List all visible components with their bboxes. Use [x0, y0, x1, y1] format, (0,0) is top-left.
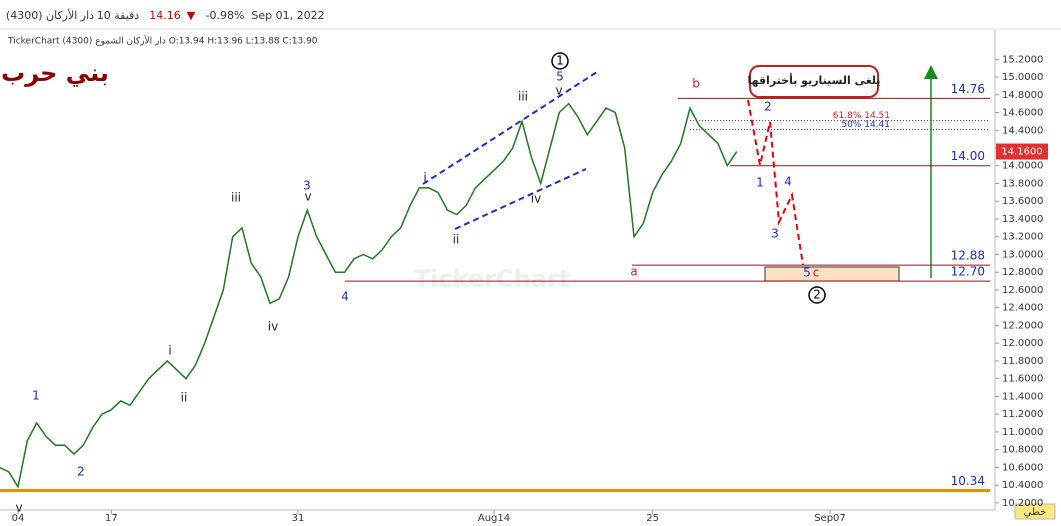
y-tick-label: 11.2000 — [1002, 409, 1043, 420]
wave-label: 1 — [556, 54, 564, 68]
y-tick-label: 10.8000 — [1002, 445, 1043, 456]
note: يلغى السيناريو بأختراقها — [747, 73, 880, 87]
x-tick-label: 31 — [292, 513, 305, 524]
note-box — [749, 65, 879, 98]
chart-style-button[interactable] — [1014, 503, 1056, 520]
chart-style-label[interactable]: خطي — [1024, 507, 1047, 518]
y-tick-label: 12.6000 — [1002, 285, 1043, 296]
wave-label: iv — [268, 320, 278, 334]
wave-label: 2 — [764, 100, 772, 114]
channel-line — [422, 71, 598, 185]
y-tick-label: 10.4000 — [1002, 480, 1043, 491]
x-tick-label: Sep07 — [814, 513, 846, 524]
arrow-head — [924, 65, 938, 79]
wave-label: iii — [231, 191, 241, 205]
y-tick-label: 14.6000 — [1002, 108, 1043, 119]
symbol: (4300) دار الأركان — [6, 8, 94, 22]
wave-label: 4 — [784, 175, 792, 189]
wave-label: iii — [518, 90, 528, 104]
date: Sep 01, 2022 — [251, 9, 324, 22]
wave-label: i — [423, 171, 426, 185]
y-tick-label: 12.4000 — [1002, 303, 1043, 314]
wave-label: 5 — [803, 266, 811, 280]
y-tick-label: 13.4000 — [1002, 214, 1043, 225]
interval: 10 دقيقة — [97, 9, 140, 22]
wave-label: c — [813, 266, 820, 280]
wave-label: 1 — [756, 176, 764, 190]
y-tick-label: 13.0000 — [1002, 249, 1043, 260]
y-tick-label: 13.2000 — [1002, 232, 1043, 243]
y-tick-label: 10.6000 — [1002, 462, 1043, 473]
price-line — [0, 102, 738, 489]
x-tick-label: 04 — [12, 513, 25, 524]
wave-label: 1 — [32, 389, 40, 403]
y-tick-label: 15.2000 — [1002, 54, 1043, 65]
change: -0.98% — [206, 9, 245, 22]
y-tick-label: 11.8000 — [1002, 356, 1043, 367]
wave-label: a — [630, 265, 637, 279]
y-tick-label: 15.0000 — [1002, 72, 1043, 83]
wave-circle — [808, 286, 826, 304]
wave-label: 3 — [303, 179, 311, 193]
level-label: 14.00 — [951, 149, 985, 163]
wave-label: b — [692, 77, 700, 91]
fib-label: 61.8% 14.51 — [833, 111, 890, 121]
fib-label: 50% 14.41 — [841, 120, 890, 130]
price: 14.16 — [149, 9, 181, 22]
y-tick-label: 11.4000 — [1002, 391, 1043, 402]
wave-label: ii — [181, 391, 188, 405]
wave-label: ii — [453, 233, 460, 247]
wave-label: i — [168, 344, 171, 358]
y-tick-label: 12.8000 — [1002, 267, 1043, 278]
wave-label: v — [555, 84, 562, 98]
watermark: TickerChart — [414, 265, 570, 293]
x-tick-label: 17 — [105, 513, 118, 524]
y-tick-label: 10.2000 — [1002, 498, 1043, 509]
y-tick-label: 14.0000 — [1002, 161, 1043, 172]
y-tick-label: 13.6000 — [1002, 196, 1043, 207]
level-label: 12.88 — [951, 249, 985, 263]
level-label: 14.76 — [951, 82, 985, 96]
wave-label: iv — [531, 192, 541, 206]
wave-label: v — [304, 190, 311, 204]
wave-label: 5 — [556, 70, 564, 84]
y-tick-label: 13.8000 — [1002, 178, 1043, 189]
y-tick-label: 11.6000 — [1002, 374, 1043, 385]
level-label: 10.34 — [951, 474, 985, 488]
y-tick-label: 14.8000 — [1002, 90, 1043, 101]
y-tick-label: 12.0000 — [1002, 338, 1043, 349]
last-price-label: 14.1600 — [1001, 147, 1042, 158]
x-tick-label: Aug14 — [478, 513, 510, 524]
channel-line — [454, 168, 587, 230]
wave-circle — [551, 52, 569, 70]
wave-label: 2 — [77, 465, 85, 479]
y-tick-label: 11.0000 — [1002, 427, 1043, 438]
wave-label: 4 — [341, 290, 349, 304]
y-tick-label: 14.4000 — [1002, 125, 1043, 136]
target-zone — [764, 266, 900, 282]
chart-title: بني حرب — [1, 59, 109, 87]
wave-label: v — [15, 501, 22, 515]
y-tick-label: 12.2000 — [1002, 320, 1043, 331]
info-line: TickerChart دار الأركان الشموع (4300) O:… — [7, 35, 318, 47]
wave-label: 3 — [771, 227, 779, 241]
level-label: 12.70 — [951, 265, 985, 279]
direction: ▼ — [187, 9, 196, 22]
projection-path — [747, 99, 804, 266]
wave-label: 2 — [813, 288, 821, 302]
x-tick-label: 25 — [646, 513, 659, 524]
last-price-tag — [996, 143, 1048, 160]
